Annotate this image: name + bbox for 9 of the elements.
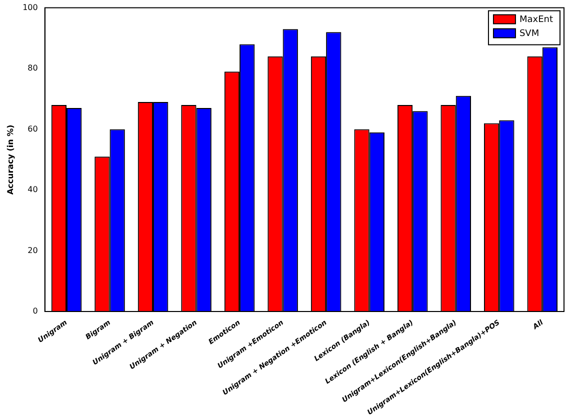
y-tick-label: 100 — [22, 2, 38, 12]
y-tick-label: 80 — [28, 64, 38, 73]
y-tick-label: 40 — [28, 185, 38, 194]
y-tick-label: 60 — [28, 124, 38, 134]
legend-label: SVM — [519, 29, 540, 40]
legend-label: MaxEnt — [519, 15, 554, 26]
y-axis-title: Accuracy (in %) — [6, 124, 15, 195]
y-tick-label: 0 — [32, 306, 38, 316]
y-tick-label: 20 — [28, 246, 38, 255]
